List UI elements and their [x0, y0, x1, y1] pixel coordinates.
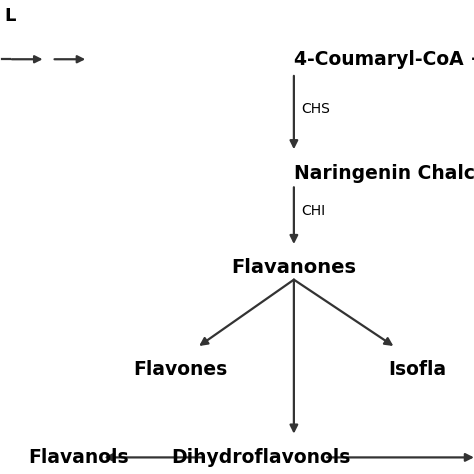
Text: 4-Coumaryl-CoA + Malonyl-: 4-Coumaryl-CoA + Malonyl-	[294, 50, 474, 69]
Text: Dihydroflavonols: Dihydroflavonols	[171, 448, 350, 467]
Text: Flavones: Flavones	[133, 360, 227, 379]
Text: Naringenin Chalcones: Naringenin Chalcones	[294, 164, 474, 182]
Text: Flavanones: Flavanones	[231, 258, 356, 277]
Text: L: L	[5, 7, 16, 25]
Text: Flavanols: Flavanols	[28, 448, 129, 467]
Text: Isofla: Isofla	[388, 360, 446, 379]
Text: CHS: CHS	[301, 102, 330, 116]
Text: CHI: CHI	[301, 204, 325, 218]
